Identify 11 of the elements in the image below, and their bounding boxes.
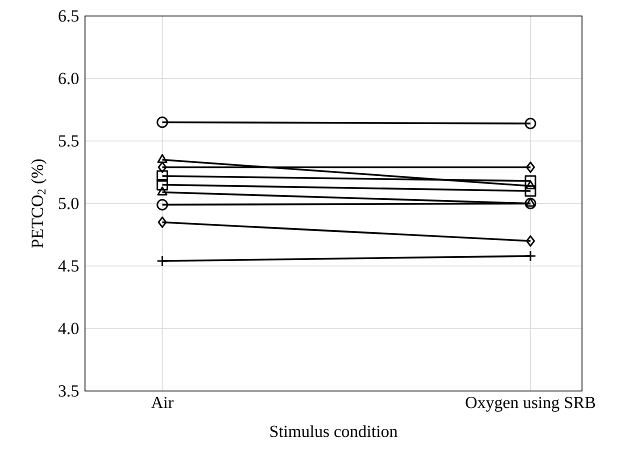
y-tick-label: 4.5 (58, 260, 78, 272)
y-tick-label: 6.0 (58, 72, 79, 84)
y-tick-label: 5.0 (58, 198, 79, 210)
x-tick-label: Oxygen using SRB (466, 396, 596, 412)
y-tick-label: 5.5 (58, 135, 78, 147)
y-tick-label: 4.0 (58, 322, 79, 334)
y-tick-label: 6.5 (58, 10, 78, 22)
y-axis-title: PETCO$_{2}$ (%) (31, 159, 46, 248)
x-axis-title: Stimulus condition (270, 425, 398, 438)
x-tick-label: Air (151, 396, 174, 408)
y-tick-label: 3.5 (58, 385, 78, 397)
